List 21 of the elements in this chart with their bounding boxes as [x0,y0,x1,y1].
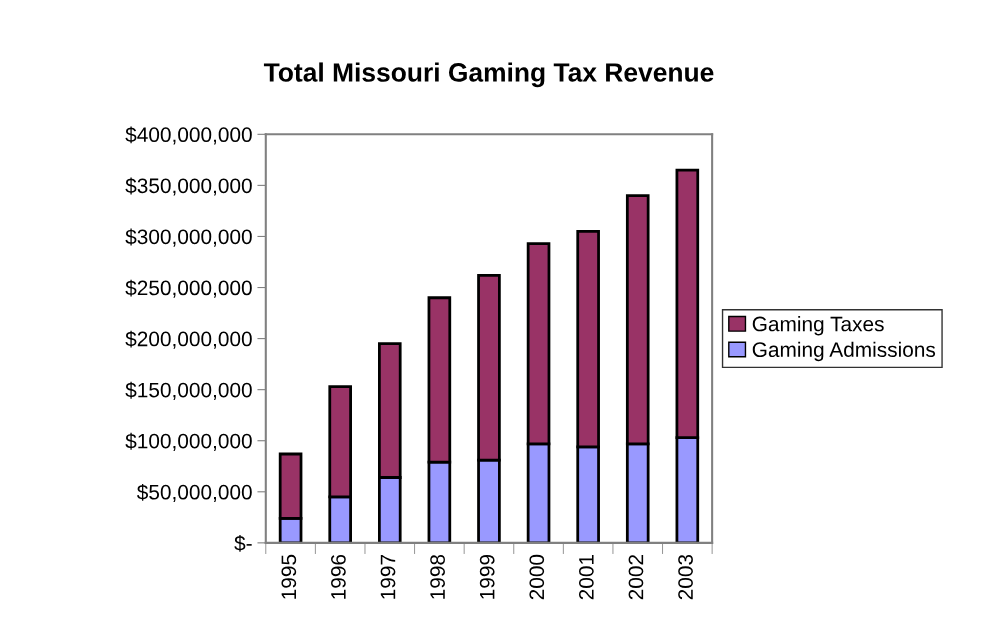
x-tick-label: 1995 [281,554,297,599]
y-tick-label: $100,000,000 [125,432,252,451]
legend-label: Gaming Taxes [752,316,884,336]
x-tick-label: 1997 [380,555,396,599]
y-tick-label: $250,000,000 [125,279,252,298]
x-tick-label: 1998 [430,554,445,599]
y-tick-label: $150,000,000 [125,381,252,400]
y-tick-label: $50,000,000 [136,483,252,503]
x-tick-label: 2001 [578,554,594,600]
y-tick-label: $400,000,000 [125,126,252,145]
y-tick-label: $300,000,000 [125,228,252,247]
x-tick-label: 1996 [331,554,346,599]
x-tick-label: 2002 [628,555,644,600]
x-tick-label: 1999 [479,554,495,599]
y-tick-label: $200,000,000 [125,330,252,349]
y-tick-label: $350,000,000 [125,177,252,196]
legend-label: Gaming Admissions [752,341,936,362]
x-tick-label: 2000 [529,554,545,600]
y-tick-label: $- [234,534,252,552]
chart-title: Total Missouri Gaming Tax Revenue [263,62,714,88]
x-tick-label: 2003 [678,554,693,600]
